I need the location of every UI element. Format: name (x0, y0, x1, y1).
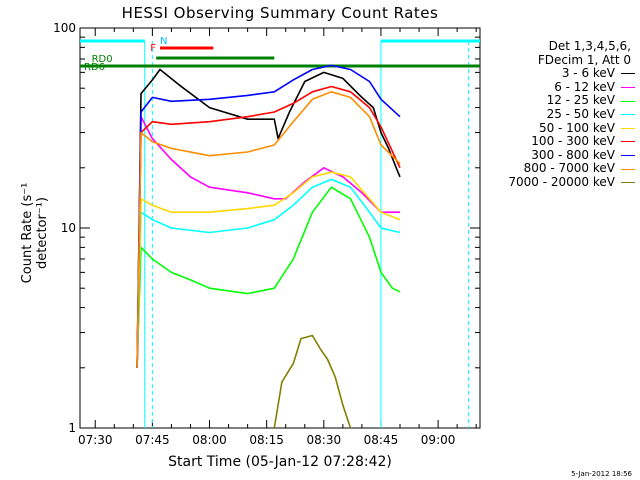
footer-date: 5-Jan-2012 18:56 (571, 470, 632, 478)
legend-label: 25 - 50 keV (546, 106, 615, 121)
annotation-f: F (150, 43, 156, 54)
x-tick-label: 08:15 (249, 433, 284, 447)
legend-item: 50 - 100 keV (490, 120, 635, 136)
series-line-50-100keV (136, 171, 401, 368)
legend-swatch (621, 141, 635, 143)
legend-swatch (621, 182, 635, 184)
chart-title: HESSI Observing Summary Count Rates (121, 4, 439, 22)
x-tick-label: 08:00 (192, 433, 227, 447)
legend-swatch (621, 100, 635, 102)
x-axis-label: Start Time (05-Jan-12 07:28:42) (168, 454, 392, 470)
series-line-100-300keV (136, 85, 401, 368)
x-tick-label: 08:30 (307, 433, 342, 447)
legend-label: 3 - 6 keV (561, 66, 615, 81)
legend-item: 300 - 800 keV (490, 147, 635, 163)
legend-swatch (621, 73, 635, 75)
y-axis-label: Count Rate (s⁻¹ detector⁻¹) (20, 182, 50, 284)
legend-label: 300 - 800 keV (531, 147, 615, 162)
legend-label: 6 - 12 keV (554, 79, 615, 94)
legend-item: 6 - 12 keV (490, 79, 635, 95)
y-tick-label: 10 (61, 221, 76, 235)
y-tick-label: 1 (68, 421, 76, 435)
legend-header-line-1: Det 1,3,4,5,6, (548, 39, 631, 53)
annotation-n: N (160, 36, 167, 47)
legend-swatch (621, 168, 635, 170)
legend-swatch (621, 155, 635, 157)
series-line-25-50keV (136, 178, 401, 368)
series-line-3-6keV (136, 68, 401, 368)
legend-label: 100 - 300 keV (531, 134, 615, 149)
x-tick-label: 07:45 (135, 433, 170, 447)
legend-item: 7000 - 20000 keV (490, 174, 635, 190)
annotation-rd0: RD0 (92, 54, 113, 65)
legend-label: 7000 - 20000 keV (508, 174, 615, 189)
y-tick-label: 100 (53, 21, 76, 35)
legend-item: 100 - 300 keV (490, 135, 635, 149)
legend-item: 12 - 25 keV (490, 94, 635, 108)
legend-label: 50 - 100 keV (538, 120, 615, 135)
x-tick-label: 09:00 (421, 433, 456, 447)
x-tick-label: 07:30 (78, 433, 113, 447)
legend-swatch (621, 87, 635, 89)
annotation-rd6: RD6 (84, 62, 105, 73)
legend-label: 800 - 7000 keV (523, 161, 615, 176)
series-line-7000-20000keV (273, 334, 352, 429)
legend-item: 25 - 50 keV (490, 106, 635, 122)
legend-swatch (621, 114, 635, 116)
series-line-300-800keV (136, 64, 401, 368)
x-tick-label: 08:45 (364, 433, 399, 447)
series-line-800-7000keV (136, 91, 401, 368)
legend-header-line-2: FDecim 1, Att 0 (537, 52, 631, 67)
legend-item: 3 - 6 keV (490, 67, 635, 81)
legend-label: 12 - 25 keV (546, 93, 615, 108)
legend: Det 1,3,4,5,6, FDecim 1, Att 0 3 - 6 keV… (490, 39, 635, 190)
legend-item: 800 - 7000 keV (490, 162, 635, 176)
legend-swatch (621, 127, 635, 129)
series-line-12-25keV (136, 186, 401, 368)
series-line-6-12keV (136, 115, 400, 368)
